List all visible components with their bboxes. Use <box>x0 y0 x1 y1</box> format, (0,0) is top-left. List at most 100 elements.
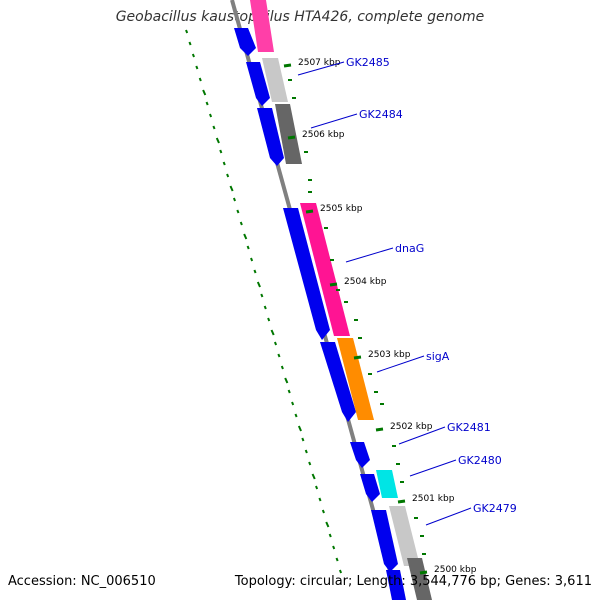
gc-skew-dash <box>263 305 267 310</box>
blue-cds[interactable] <box>283 208 330 340</box>
gene-leader-line <box>409 459 457 477</box>
gc-skew-dash <box>260 293 264 298</box>
gc-skew-dash <box>219 149 223 154</box>
kbp-tick <box>283 63 292 68</box>
kbp-tick <box>329 282 338 287</box>
blue-cds[interactable] <box>234 28 256 56</box>
kbp-tick <box>305 209 314 214</box>
gene-leader-line <box>345 247 394 263</box>
gc-skew-dash <box>304 449 308 454</box>
gc-skew-dash <box>198 77 202 82</box>
gc-skew-dash <box>301 437 305 442</box>
gc-skew-dash <box>212 125 216 130</box>
kbp-label: 2507 kbp <box>298 58 341 68</box>
gene-label[interactable]: GK2480 <box>458 454 502 467</box>
dark-gray-cds[interactable] <box>275 104 302 164</box>
gc-skew-dash <box>287 389 291 394</box>
kbp-tick <box>397 499 406 504</box>
blue-cds[interactable] <box>360 474 380 502</box>
gc-skew-dash <box>253 269 257 274</box>
blue-cds[interactable] <box>246 62 270 106</box>
magenta-cds[interactable] <box>250 0 274 52</box>
gc-skew-dash <box>243 233 248 240</box>
gc-skew-dash <box>250 257 254 262</box>
kbp-tick-track: 2507 kbp 2506 kbp 2505 kbp 2504 kbp 2503 kbp… <box>283 58 477 575</box>
gc-skew-dash <box>226 173 230 178</box>
gc-skew-dash <box>185 29 189 34</box>
kbp-label: 2504 kbp <box>344 277 387 287</box>
gene-label-track: GK2485 GK2484 dnaG sigA GK2481 GK2480 GK2479 <box>297 56 517 526</box>
blue-cds[interactable] <box>257 108 284 166</box>
gene-label[interactable]: GK2484 <box>359 108 403 121</box>
gc-skew-dash <box>229 185 234 192</box>
gc-skew-dash <box>277 353 281 358</box>
kbp-label: 2506 kbp <box>302 130 345 140</box>
cyan-cds[interactable] <box>376 470 398 498</box>
gc-skew-dash <box>239 221 243 226</box>
gc-skew-dash <box>209 113 213 118</box>
accession-text: Accession: NC_006510 <box>8 574 156 589</box>
kbp-label: 2501 kbp <box>412 494 455 504</box>
gc-skew-dash <box>191 53 195 58</box>
light-gray-cds[interactable] <box>389 506 420 566</box>
blue-cds[interactable] <box>386 570 406 600</box>
gene-leader-line <box>398 426 446 445</box>
gc-skew-dash <box>297 425 302 432</box>
gc-skew-dash <box>294 413 298 418</box>
gc-skew-dash <box>273 341 278 346</box>
kbp-label: 2502 kbp <box>390 422 433 432</box>
map-title: Geobacillus kaustophilus HTA426, complet… <box>115 9 485 25</box>
gc-skew-dash <box>291 401 295 406</box>
blue-cds[interactable] <box>371 510 398 572</box>
gc-skew-dash <box>256 281 261 288</box>
gc-skew-dash <box>236 209 240 214</box>
gene-leader-line <box>310 113 358 129</box>
pink-cds[interactable] <box>300 203 350 336</box>
gc-skew-dash <box>270 329 275 336</box>
gc-skew-dash <box>335 557 339 562</box>
gc-skew-dash <box>311 473 316 480</box>
kbp-tick <box>375 427 384 432</box>
gc-skew-track <box>185 29 343 574</box>
gc-skew-dash <box>215 137 220 144</box>
gc-skew-dash <box>246 245 250 250</box>
gc-skew-dash <box>195 65 199 70</box>
light-gray-cds[interactable] <box>262 58 288 102</box>
gc-skew-dash <box>222 161 226 166</box>
gene-label[interactable]: GK2485 <box>346 56 390 69</box>
gene-label[interactable]: GK2479 <box>473 502 517 515</box>
kbp-tick <box>353 355 362 360</box>
blue-cds[interactable] <box>350 442 370 468</box>
gene-label[interactable]: sigA <box>426 350 450 363</box>
gc-skew-dash <box>284 377 289 384</box>
gc-skew-dash <box>232 197 237 202</box>
gc-skew-dash <box>328 533 332 538</box>
gene-leader-line <box>425 507 472 526</box>
gc-skew-dash <box>338 569 343 574</box>
gc-skew-dash <box>308 461 312 466</box>
dark-gray-cds[interactable] <box>407 558 432 600</box>
kbp-label: 2503 kbp <box>368 350 411 360</box>
kbp-label: 2500 kbp <box>434 565 477 575</box>
gc-skew-dash <box>321 509 325 514</box>
kbp-tick <box>419 570 428 575</box>
gene-leader-line <box>297 61 345 76</box>
gene-label[interactable]: dnaG <box>395 242 424 255</box>
orange-cds[interactable] <box>337 338 374 420</box>
blue-cds[interactable] <box>320 342 356 422</box>
gc-skew-dash <box>315 485 319 490</box>
kbp-label: 2505 kbp <box>320 204 363 214</box>
gc-skew-dash <box>332 545 336 550</box>
gc-skew-dash <box>318 497 322 502</box>
gc-skew-dash <box>205 101 209 106</box>
outer-feature-track <box>250 0 432 600</box>
topology-text: Topology: circular; Length: 3,544,776 bp… <box>234 574 592 589</box>
gc-skew-dash <box>188 41 192 46</box>
gc-skew-dash <box>325 521 330 528</box>
gene-label[interactable]: GK2481 <box>447 421 491 434</box>
gc-skew-dash <box>202 89 207 96</box>
gene-leader-line <box>376 355 425 373</box>
gc-skew-dash <box>280 365 284 370</box>
gc-skew-dash <box>267 317 271 322</box>
